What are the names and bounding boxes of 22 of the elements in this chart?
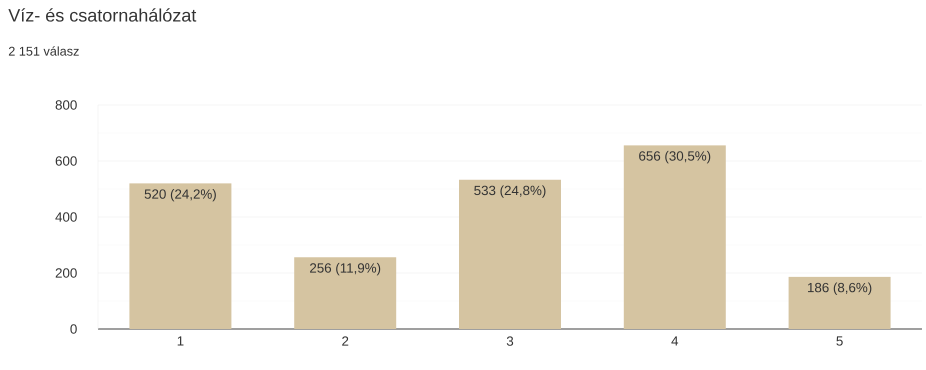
data-label: 186 (8,6%)	[808, 282, 872, 295]
x-tick-label: 1	[178, 336, 184, 346]
data-label: 533 (24,8%)	[474, 185, 546, 198]
x-tick-label: 3	[506, 336, 514, 346]
data-label: 520 (24,2%)	[144, 188, 216, 202]
y-tick-label: 200	[56, 268, 77, 278]
x-tick-label: 5	[836, 336, 843, 346]
y-tick-label: 800	[56, 100, 77, 110]
bar	[788, 276, 891, 329]
y-tick-label: 400	[55, 212, 77, 222]
y-tick-label: 600	[56, 156, 77, 166]
chart-title: Víz- és csatornahálózat	[8, 8, 196, 22]
bar	[624, 145, 726, 329]
y-tick-label: 0	[70, 324, 77, 334]
x-tick-label: 2	[342, 336, 348, 346]
x-tick-label: 4	[671, 336, 678, 346]
chart-subtitle: 2 151 válasz	[8, 46, 79, 56]
bar	[129, 183, 232, 329]
bar	[294, 257, 396, 329]
data-label: 656 (30,5%)	[639, 150, 710, 164]
data-label: 256 (11,9%)	[310, 262, 380, 276]
bar	[459, 180, 561, 329]
